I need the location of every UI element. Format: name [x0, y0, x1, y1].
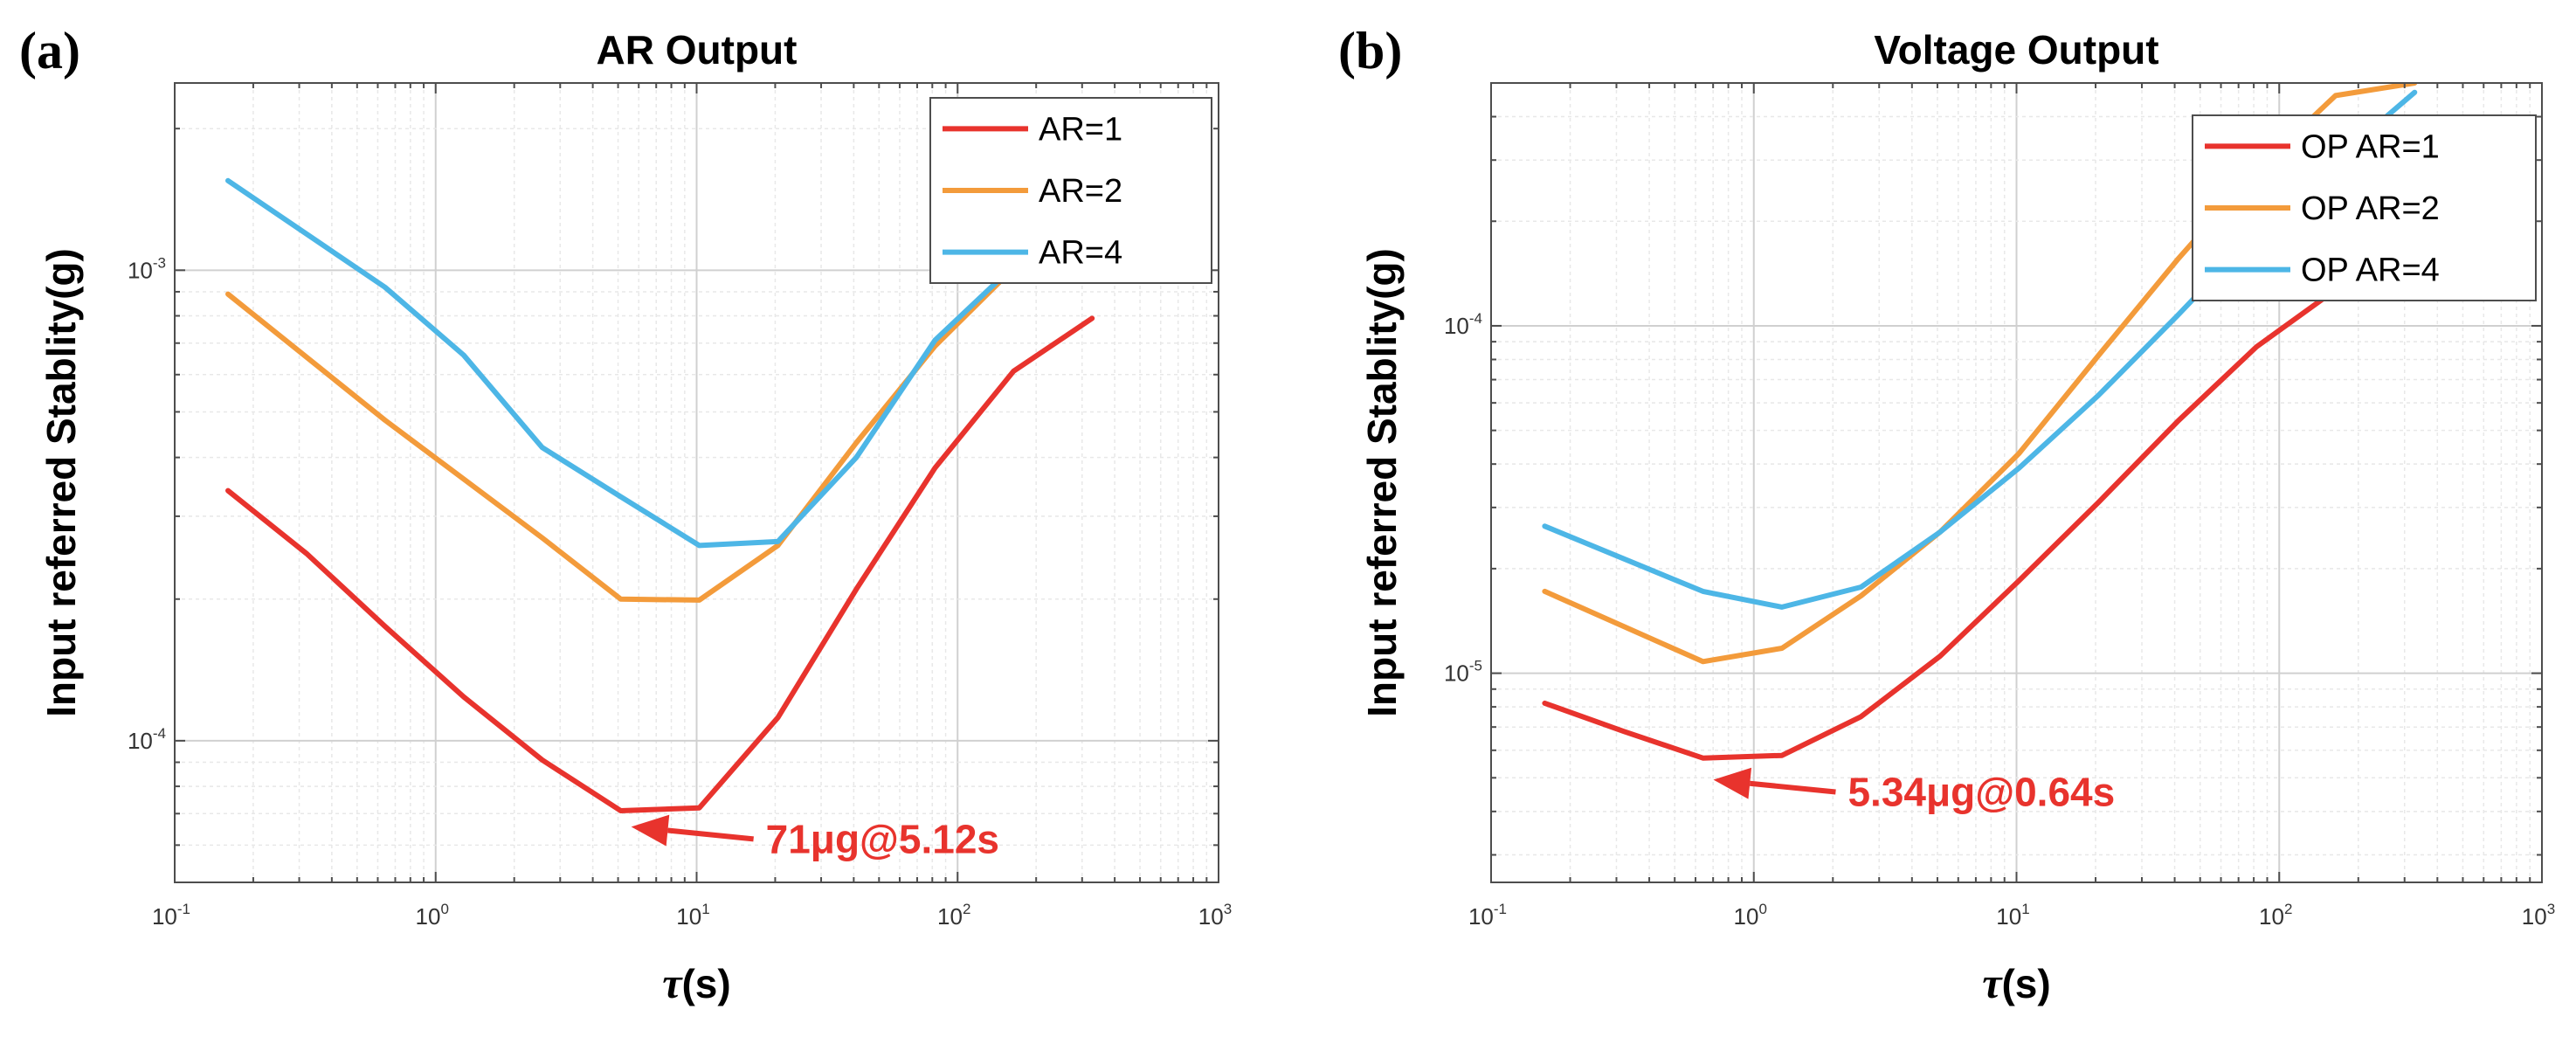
ticks	[174, 83, 1219, 883]
series-line-ar-1	[225, 315, 1095, 813]
x-tick-label: 10-1	[1468, 901, 1507, 930]
y-axis-label: Input referred Stablity(g)	[1359, 248, 1405, 717]
x-tick-label: 100	[416, 901, 449, 930]
annotation-arrow-head	[1713, 767, 1752, 799]
x-tick-label: 103	[1198, 901, 1232, 930]
series-group	[225, 171, 1095, 813]
chart-title: Voltage Output	[1874, 27, 2158, 73]
y-tick-label: 10-4	[1444, 310, 1482, 339]
legend: OP AR=1 OP AR=2 OP AR=4	[2192, 114, 2537, 301]
x-tick-label: 101	[1996, 901, 2029, 930]
panel-label: (b)	[1338, 22, 1402, 80]
x-tick-label: 103	[2522, 901, 2555, 930]
annotation-arrow-shaft	[667, 827, 754, 842]
legend: AR=1 AR=2 AR=4	[929, 97, 1212, 284]
y-tick-label: 10-4	[128, 725, 166, 754]
y-tick-label: 10-5	[1444, 658, 1482, 687]
annotation-text: 5.34μg@0.64s	[1847, 770, 2115, 815]
annotation: 71μg@5.12s	[631, 814, 999, 861]
panel-label: (a)	[19, 22, 80, 80]
grid	[174, 83, 1219, 883]
series-line-ar-2	[225, 171, 1095, 603]
series-line-ar-4	[225, 171, 1095, 549]
annotation-arrow-shaft	[1749, 780, 1836, 795]
x-tick-label: 102	[2259, 901, 2292, 930]
x-tick-label: 102	[937, 901, 970, 930]
annotation-arrow-head	[631, 814, 670, 847]
annotation-text: 71μg@5.12s	[766, 816, 999, 861]
legend-label: OP AR=4	[2301, 252, 2440, 289]
y-tick-label: 10-3	[128, 254, 166, 283]
legend-label: AR=1	[1039, 111, 1122, 148]
legend-label: AR=4	[1039, 235, 1122, 272]
x-tick-label: 101	[676, 901, 709, 930]
panel-a: 10-1 100 101 102 103 10-4 10-3 AR Output (a) τ(s)…	[19, 22, 1232, 1007]
ticks	[1490, 82, 2543, 882]
x-tick-label: 10-1	[152, 901, 190, 930]
legend-label: AR=2	[1039, 173, 1122, 210]
chart-title: AR Output	[597, 27, 798, 73]
legend-label: OP AR=2	[2301, 190, 2440, 227]
x-axis-label: τ(s)	[1982, 958, 2050, 1007]
y-axis-label: Input referred Stablity(g)	[38, 248, 84, 717]
legend-label: OP AR=1	[2301, 128, 2440, 165]
x-axis-label: τ(s)	[662, 958, 730, 1007]
panel-b: 10-1 100 101 102 103 10-5 10-4 Voltage Output (b…	[1338, 22, 2555, 1007]
x-tick-label: 100	[1734, 901, 1767, 930]
annotation: 5.34μg@0.64s	[1713, 767, 2115, 815]
series-line-op-ar-1	[1542, 243, 2418, 761]
